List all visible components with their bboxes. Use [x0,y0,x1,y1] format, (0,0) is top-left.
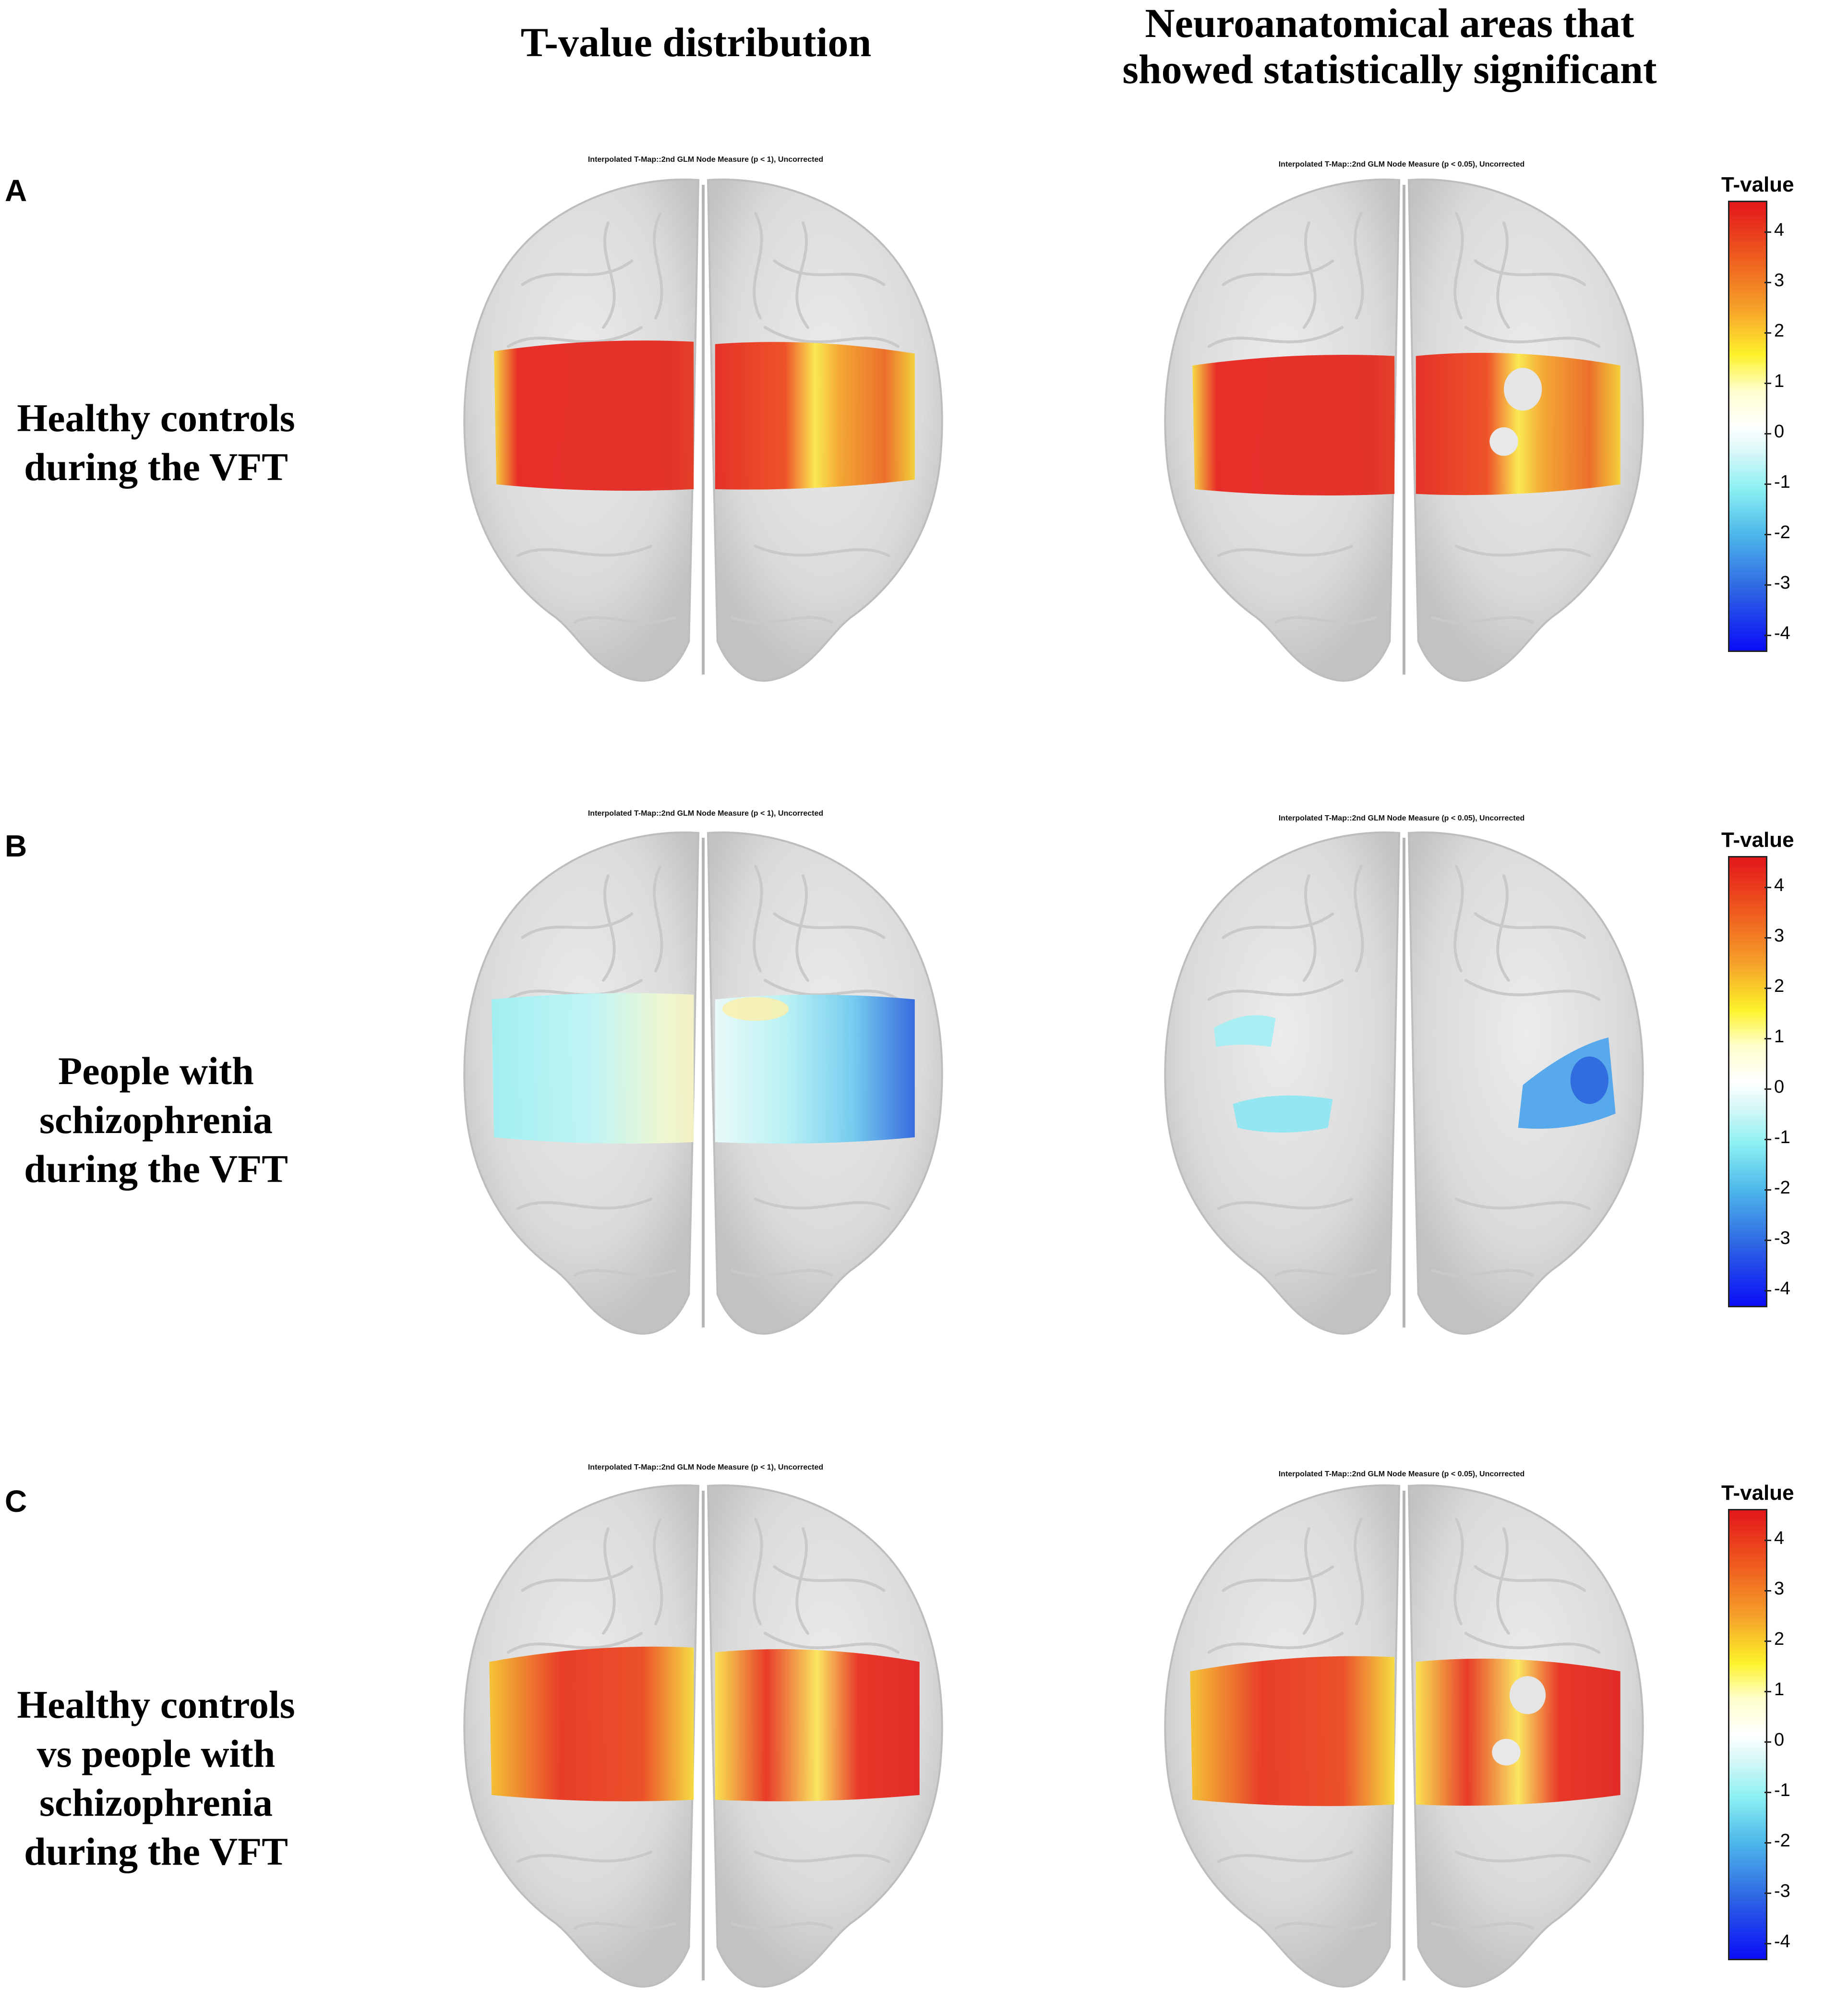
colorbar-c-tick: 4 [1764,1528,1785,1548]
row-label-a-line2: during the VFT [24,445,288,489]
colorbar-b-tick: -3 [1764,1228,1790,1248]
panel-letter-a: A [5,173,27,208]
colorbar-b-tick: -1 [1764,1127,1790,1147]
activation-c-right [715,1649,920,1802]
activation-a-left [494,340,694,491]
brain-map-b-t-distribution [451,816,955,1349]
nonsig-hole-a2 [1489,427,1518,456]
colorbar-c-title: T-value [1721,1481,1794,1505]
map-title-c-right: Interpolated T-Map::2nd GLM Node Measure… [1278,1470,1525,1478]
brain-map-b-significant [1152,816,1656,1349]
activation-a-sig-right [1416,352,1620,495]
colorbar-c-tick: 3 [1764,1579,1785,1599]
nonsig-hole-a1 [1504,368,1542,411]
nonsig-hole-c2 [1492,1738,1521,1766]
colorbar-b-tick: 3 [1764,926,1785,946]
header-t-value-distribution: T-value distribution [520,19,872,65]
colorbar-a-tick: -3 [1764,573,1790,593]
colorbar-b-title: T-value [1721,828,1794,852]
colorbar-c-tick: 0 [1764,1730,1785,1750]
row-label-c-line4: during the VFT [24,1830,288,1873]
row-label-a: Healthy controls during the VFT [0,394,312,492]
colorbar-b-tick: 2 [1764,976,1785,996]
row-label-a-line1: Healthy controls [17,396,295,440]
colorbar-c-tick: -4 [1764,1931,1790,1952]
row-label-b: People with schizophrenia during the VFT [0,1047,312,1194]
panel-letter-c: C [5,1484,27,1519]
activation-b-right [715,994,915,1144]
activation-c-left [489,1646,694,1802]
colorbar-b-tick: -4 [1764,1278,1790,1299]
map-title-a-left: Interpolated T-Map::2nd GLM Node Measure… [588,156,824,164]
row-label-c-line2: vs people with [36,1732,276,1775]
colorbar-a-tick: 1 [1764,371,1785,391]
map-title-a-right: Interpolated T-Map::2nd GLM Node Measure… [1278,160,1525,169]
header-significant-line2: showed statistically significant [1122,46,1657,92]
row-label-b-line1: People with [58,1049,254,1093]
brain-map-a-t-distribution [451,163,955,696]
panel-letter-b: B [5,829,27,863]
map-title-c-left: Interpolated T-Map::2nd GLM Node Measure… [588,1463,824,1471]
row-label-c: Healthy controls vs people with schizoph… [0,1680,312,1876]
header-significant-areas: Neuroanatomical areas that showed statis… [1066,0,1714,92]
row-label-b-line2: schizophrenia [39,1098,273,1142]
header-significant-line1: Neuroanatomical areas that [1145,0,1634,46]
brain-map-c-t-distribution [451,1469,955,2002]
colorbar-c-tick: 2 [1764,1629,1785,1649]
colorbar-c-tick: -2 [1764,1831,1790,1851]
activation-a-sig-left [1192,354,1395,496]
colorbar-a-gradient [1728,201,1767,652]
activation-c-sig-left [1190,1656,1395,1806]
colorbar-a-tick: 0 [1764,422,1785,442]
nonsig-hole-c1 [1509,1676,1546,1714]
colorbar-a-tick: 4 [1764,220,1785,240]
colorbar-b: T-value 4 3 2 1 0 -1 -2 -3 -4 [1721,828,1814,1313]
activation-b-sig-lower [1233,1095,1333,1133]
row-label-c-line1: Healthy controls [17,1683,295,1726]
colorbar-c-tick: 1 [1764,1679,1785,1700]
colorbar-a-tick: 2 [1764,321,1785,341]
activation-b-sig-upper [1213,1015,1276,1047]
colorbar-a-tick: -2 [1764,522,1790,543]
colorbar-a-tick: -1 [1764,472,1790,492]
colorbar-c-tick: -1 [1764,1780,1790,1800]
map-title-b-right: Interpolated T-Map::2nd GLM Node Measure… [1278,814,1525,822]
brain-map-a-significant [1152,163,1656,696]
colorbar-b-tick: -2 [1764,1178,1790,1198]
map-title-b-left: Interpolated T-Map::2nd GLM Node Measure… [588,809,824,818]
colorbar-b-tick: 0 [1764,1077,1785,1097]
colorbar-a: T-value 4 3 2 1 0 -1 -2 -3 -4 [1721,173,1814,658]
activation-b-left [492,993,694,1144]
colorbar-a-tick: -4 [1764,623,1790,643]
colorbar-b-tick: 1 [1764,1026,1785,1047]
activation-b-yellow-spot [722,997,789,1021]
row-label-c-line3: schizophrenia [39,1781,273,1824]
colorbar-c: T-value 4 3 2 1 0 -1 -2 -3 -4 [1721,1481,1814,1966]
colorbar-a-tick: 3 [1764,270,1785,290]
activation-b-sig-peak [1570,1056,1608,1104]
activation-a-right [715,342,915,490]
row-label-b-line3: during the VFT [24,1147,288,1191]
colorbar-b-tick: 4 [1764,875,1785,895]
colorbar-a-title: T-value [1721,173,1794,196]
colorbar-c-tick: -3 [1764,1881,1790,1901]
colorbar-c-gradient [1728,1509,1767,1960]
activation-c-sig-right [1416,1658,1620,1806]
colorbar-b-gradient [1728,856,1767,1307]
brain-map-c-significant [1152,1469,1656,2002]
